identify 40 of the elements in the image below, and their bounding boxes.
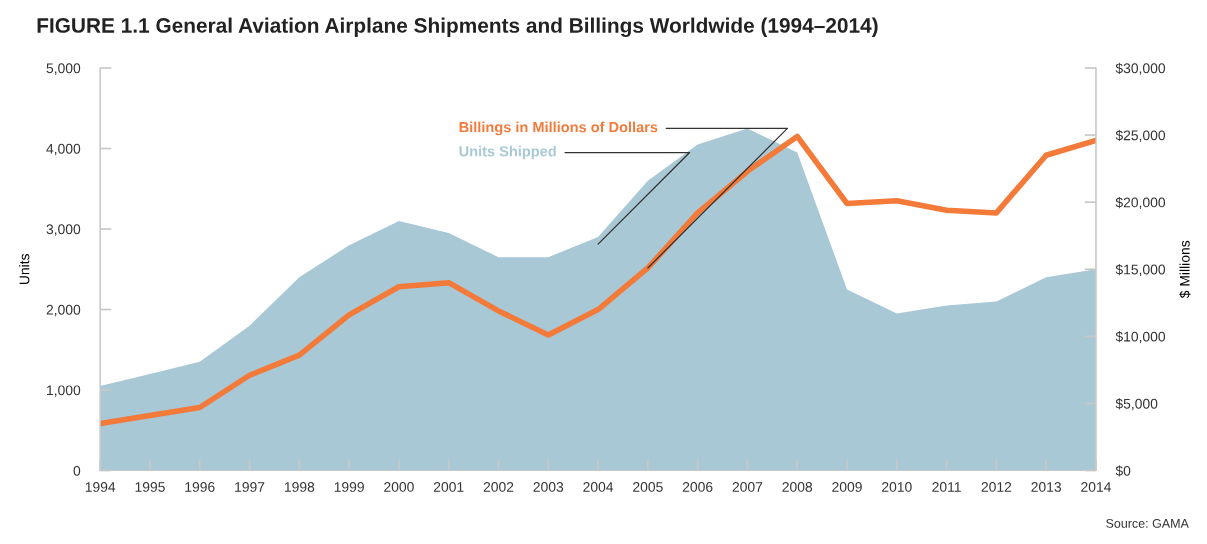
- y2-tick-label: $5,000: [1115, 398, 1158, 411]
- y-tick-label: 1,000: [47, 385, 81, 397]
- x-tick-label: 1995: [135, 482, 165, 492]
- x-tick-label: 2005: [633, 482, 663, 492]
- x-tick-label: 2011: [932, 482, 961, 492]
- x-tick-label: 2013: [1031, 482, 1062, 492]
- y-tick-label: 4,000: [46, 143, 81, 156]
- y-tick-label: 5,000: [46, 63, 81, 75]
- y2-tick-label: $15,000: [1115, 264, 1166, 277]
- x-tick-label: 2014: [1081, 482, 1111, 492]
- x-tick-label: 1997: [235, 482, 265, 492]
- y-tick-label: 2,000: [46, 304, 81, 317]
- x-tick-label: 1998: [284, 482, 315, 492]
- x-tick-label: 2009: [832, 482, 862, 492]
- x-tick-label: 2002: [483, 482, 514, 492]
- y-tick-label: 3,000: [46, 224, 81, 236]
- y2-tick-label: $10,000: [1115, 331, 1166, 344]
- x-tick-label: 2004: [583, 482, 614, 492]
- x-tick-label: 2006: [682, 482, 713, 492]
- y2-tick-label: $30,000: [1115, 62, 1166, 75]
- x-tick-label: 2003: [533, 482, 564, 492]
- x-tick-label: 1996: [185, 482, 215, 492]
- y2-tick-label: $25,000: [1115, 129, 1166, 142]
- x-tick-label: 2012: [981, 482, 1012, 492]
- y-tick-label: 0: [73, 465, 81, 476]
- y2-tick-label: $20,000: [1115, 196, 1166, 209]
- x-tick-label: 2000: [384, 482, 414, 492]
- x-tick-label: 2008: [782, 482, 813, 492]
- x-tick-label: 2010: [882, 482, 912, 492]
- text: Billings in Millions of Dollars: [459, 121, 658, 136]
- x-tick-label: 1999: [334, 482, 364, 492]
- y2-axis-title: $ Millions: [1179, 240, 1191, 299]
- x-tick-label: 2007: [732, 482, 763, 492]
- x-tick-label: 2001: [433, 482, 464, 492]
- source-note: Source: GAMA: [1106, 518, 1189, 528]
- y2-tick-label: $0: [1115, 465, 1131, 477]
- text: Units Shipped: [459, 145, 556, 160]
- y-axis-title: Units: [19, 253, 30, 285]
- chart-title: FIGURE 1.1 General Aviation Airplane Shipments and Billings Worldwide (1994–2014): [37, 17, 878, 38]
- x-tick-label: 1994: [85, 482, 116, 492]
